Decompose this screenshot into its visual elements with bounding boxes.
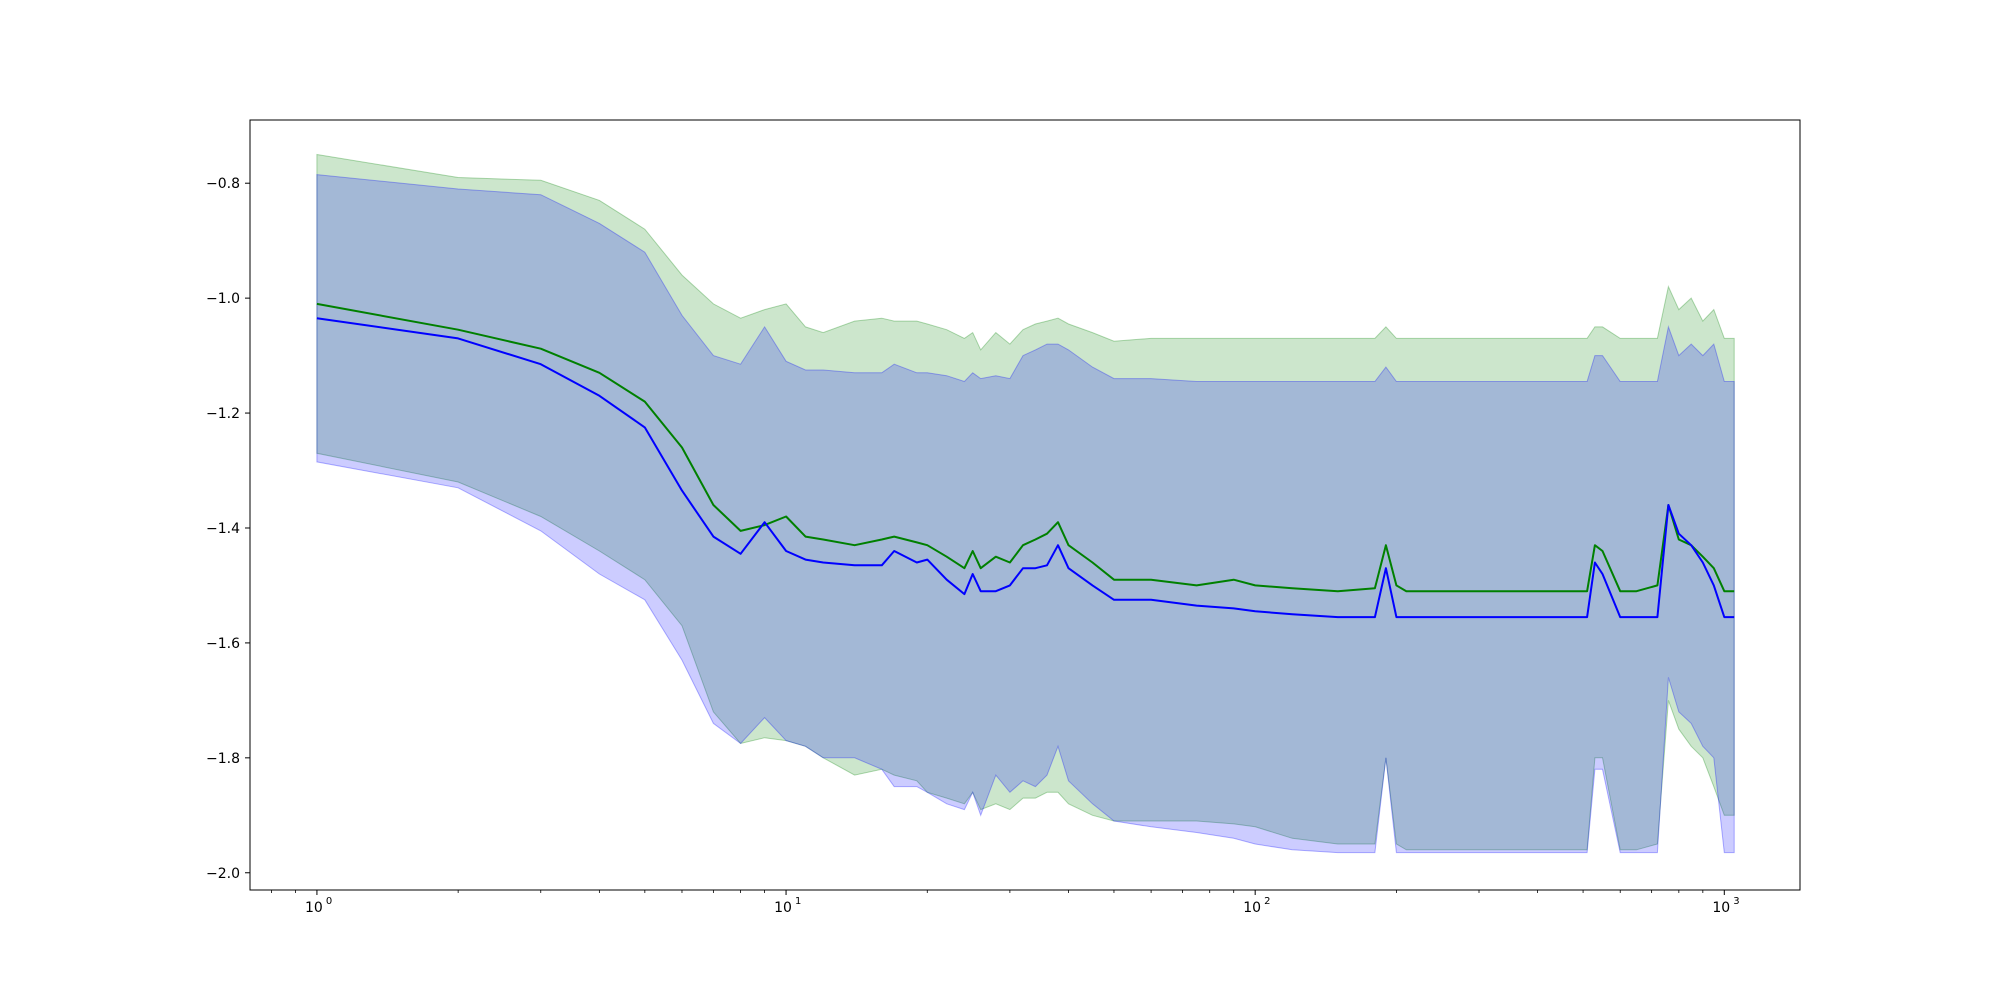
- x-axis: 10 0 10 1 10 2 10 3: [271, 890, 1740, 916]
- y-tick-label: −1.0: [206, 291, 240, 307]
- y-axis: −0.8 −1.0 −1.2 −1.4 −1.6 −1.8 −2.0: [206, 176, 250, 882]
- band-series-1: [316, 153, 1735, 851]
- confidence-bands: [316, 153, 1735, 854]
- y-tick-label: −0.8: [206, 176, 240, 192]
- x-tick-label: 10: [305, 900, 323, 916]
- x-tick-label: 10: [1712, 900, 1730, 916]
- y-tick-label: −1.4: [206, 521, 240, 537]
- line-series-2: [316, 317, 1735, 619]
- band-series-2: [316, 174, 1735, 854]
- y-tick-label: −2.0: [206, 866, 240, 882]
- x-tick-exponent: 1: [795, 896, 801, 907]
- y-tick-label: −1.6: [206, 636, 240, 652]
- y-tick-label: −1.2: [206, 406, 240, 422]
- plot-area-frame: [249, 119, 1801, 891]
- x-tick-label: 10: [1243, 900, 1261, 916]
- x-tick-exponent: 2: [1264, 896, 1270, 907]
- series-lines: [316, 302, 1735, 619]
- y-tick-label: −1.8: [206, 751, 240, 767]
- x-tick-exponent: 3: [1733, 896, 1739, 907]
- x-tick-exponent: 0: [326, 896, 332, 907]
- x-tick-label: 10: [774, 900, 792, 916]
- line-series-1: [316, 302, 1735, 593]
